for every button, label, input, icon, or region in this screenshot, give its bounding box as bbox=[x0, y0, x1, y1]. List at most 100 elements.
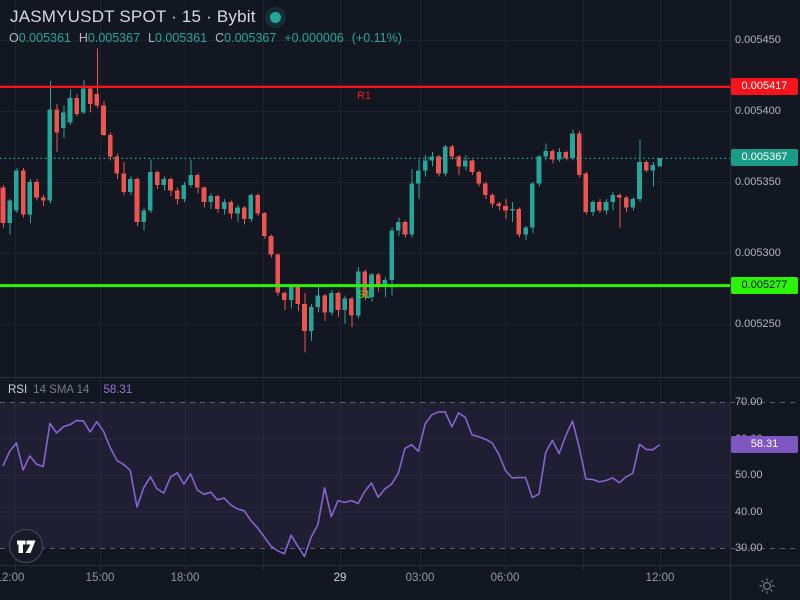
candle-body bbox=[402, 221, 408, 235]
candle-body bbox=[248, 194, 254, 219]
candle-body bbox=[255, 194, 260, 214]
candle-body bbox=[275, 254, 280, 293]
candle-body bbox=[342, 298, 347, 310]
symbol-title[interactable]: JASMYUSDT SPOT · 15 · Bybit bbox=[10, 7, 256, 26]
candle-body bbox=[308, 307, 314, 332]
candle-body bbox=[476, 172, 481, 184]
candle-body bbox=[154, 172, 160, 185]
rsi-legend[interactable]: RSI 14 SMA 14 58.31 bbox=[8, 384, 132, 396]
candle-body bbox=[262, 213, 267, 236]
candle-body bbox=[469, 160, 475, 173]
candle-body bbox=[396, 221, 401, 231]
symbol-legend[interactable]: JASMYUSDT SPOT · 15 · Bybit bbox=[10, 7, 281, 27]
close-value: C0.005367 bbox=[215, 31, 277, 45]
candle-body bbox=[329, 292, 334, 313]
r1-price-badge: 0.005417 bbox=[731, 78, 798, 96]
candle-body bbox=[449, 146, 455, 157]
candle-body bbox=[221, 201, 227, 209]
candle-body bbox=[630, 199, 636, 208]
change-percent: (+0.11%) bbox=[351, 31, 402, 45]
candle-body bbox=[436, 156, 441, 174]
candle-body bbox=[530, 183, 535, 228]
last-price-badge: 0.005367 bbox=[731, 149, 798, 167]
price-axis-label: 0.005300 bbox=[735, 247, 781, 259]
candle-body bbox=[610, 194, 615, 202]
candle-body bbox=[101, 105, 106, 136]
candle-body bbox=[34, 182, 39, 198]
candle-body bbox=[536, 156, 542, 184]
candle-body bbox=[617, 194, 622, 198]
rsi-current-value: 58.31 bbox=[103, 384, 133, 396]
candle-body bbox=[623, 197, 629, 208]
candle-body bbox=[315, 295, 321, 307]
tradingview-logo-icon[interactable] bbox=[8, 528, 44, 564]
s1-level-label[interactable]: S1 bbox=[357, 289, 371, 301]
candle-body bbox=[503, 206, 508, 211]
candle-body bbox=[643, 162, 649, 171]
time-axis-label: 12:00 bbox=[645, 572, 675, 584]
candle-body bbox=[282, 292, 287, 300]
candle-body bbox=[483, 183, 488, 195]
candle-body bbox=[47, 109, 53, 201]
candle-body bbox=[563, 152, 569, 158]
candle-body bbox=[295, 285, 301, 305]
candle-body bbox=[382, 280, 388, 286]
candle-body bbox=[463, 160, 468, 167]
candle-body bbox=[81, 88, 86, 113]
candle-body bbox=[570, 133, 575, 158]
market-status-dot-icon bbox=[269, 11, 281, 23]
time-axis-label: 12:00 bbox=[0, 572, 25, 584]
ohlc-legend: O0.005361 H0.005367 L0.005361 C0.005367 … bbox=[9, 31, 402, 45]
candle-body bbox=[141, 210, 146, 222]
sun-theme-icon[interactable] bbox=[756, 575, 778, 597]
candle-body bbox=[550, 150, 555, 160]
candle-body bbox=[54, 109, 59, 133]
candle-body bbox=[148, 172, 153, 211]
candle-body bbox=[27, 182, 33, 215]
candle-body bbox=[208, 196, 213, 202]
time-axis-label: 06:00 bbox=[490, 572, 520, 584]
candle-body bbox=[215, 196, 220, 209]
candle-body bbox=[335, 292, 341, 310]
candle-body bbox=[107, 135, 113, 157]
time-axis-label: 03:00 bbox=[405, 572, 435, 584]
change-value: +0.000006 bbox=[284, 31, 344, 45]
rsi-title[interactable]: RSI bbox=[8, 384, 28, 396]
candle-body bbox=[288, 285, 294, 300]
price-axis-label: 0.005450 bbox=[735, 34, 781, 46]
rsi-band bbox=[0, 402, 730, 548]
candle-body bbox=[174, 190, 180, 199]
open-value: O0.005361 bbox=[9, 31, 71, 45]
s1-price-badge: 0.005277 bbox=[731, 277, 798, 295]
candle-body bbox=[496, 203, 502, 207]
candle-body bbox=[543, 150, 548, 157]
candle-body bbox=[597, 201, 602, 211]
candle-body bbox=[14, 170, 19, 211]
candle-body bbox=[422, 160, 428, 171]
candle-body bbox=[637, 162, 642, 199]
candle-body bbox=[228, 201, 234, 214]
candle-body bbox=[87, 88, 93, 104]
candle-body bbox=[389, 230, 394, 280]
candle-body bbox=[456, 156, 461, 167]
candle-body bbox=[416, 170, 421, 184]
candle-body bbox=[442, 146, 448, 174]
candle-body bbox=[650, 165, 656, 171]
rsi-axis-label: 70.00 bbox=[735, 396, 763, 408]
candle-body bbox=[7, 200, 12, 224]
candle-body bbox=[235, 207, 240, 214]
candle-body bbox=[67, 98, 73, 123]
price-axis-label: 0.005350 bbox=[735, 176, 781, 188]
candle-body bbox=[523, 227, 528, 235]
candle-body bbox=[355, 271, 361, 316]
rsi-axis-label: 30.00 bbox=[735, 542, 763, 554]
candle-body bbox=[188, 174, 193, 185]
candle-body bbox=[201, 187, 207, 202]
r1-level-label[interactable]: R1 bbox=[356, 90, 372, 102]
time-axis-label: 29 bbox=[333, 572, 347, 584]
rsi-value-badge: 58.31 bbox=[731, 436, 798, 454]
low-value: L0.005361 bbox=[148, 31, 208, 45]
candle-body bbox=[375, 274, 381, 286]
